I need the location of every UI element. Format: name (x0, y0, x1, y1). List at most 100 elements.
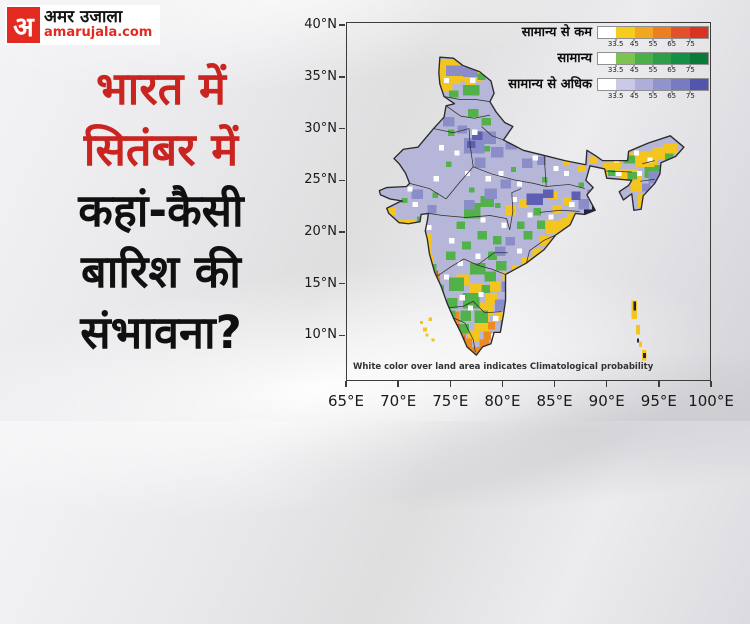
legend-tick-mark (633, 65, 635, 67)
lon-axis-label: 80°E (484, 392, 521, 410)
legend-tick-mark (671, 39, 673, 41)
lat-axis-label: 40°N (304, 17, 337, 33)
map-legend: सामान्य से कम 33.5 45 55 65 75 सामान्य 33.5 45 55… (498, 26, 709, 104)
lat-axis-tick (339, 334, 345, 337)
legend-tick-mark (652, 39, 654, 41)
legend-color-segment (634, 79, 653, 90)
legend-colorbar: 33.5 45 55 65 75 (597, 52, 709, 74)
legend-tick-mark (689, 91, 691, 93)
legend-tick-value: 33.5 (607, 92, 624, 100)
headline-line: भारत में (96, 62, 226, 115)
lon-axis-tick (449, 381, 452, 387)
lon-axis-tick (345, 381, 347, 387)
brand-name: अमर उजाला (44, 7, 123, 28)
legend-row: सामान्य से कम 33.5 45 55 65 75 (498, 25, 709, 48)
legend-color-segment (598, 79, 617, 90)
legend-color-segment (652, 79, 672, 90)
logo-text: अमर उजाला amarujala.com (44, 7, 158, 43)
headline-line: बारिश की (81, 245, 241, 298)
lat-axis-label: 30°N (304, 120, 337, 136)
legend-tick-value: 45 (629, 66, 639, 74)
lon-axis-tick (553, 381, 556, 387)
legend-tick-value: 65 (667, 66, 677, 74)
legend-tick-value: 33.5 (607, 40, 624, 48)
legend-tick-value: 55 (648, 92, 658, 100)
headline-line: कहां-कैसी (78, 184, 244, 237)
lat-axis-tick (339, 76, 345, 78)
legend-tick-value: 45 (629, 40, 639, 48)
legend-tick-value: 65 (667, 40, 677, 48)
legend-color-segment (652, 53, 672, 64)
legend-color-segment (652, 27, 672, 38)
lat-axis-label: 25°N (304, 172, 337, 188)
legend-tick-mark (689, 65, 691, 67)
legend-color-segment (616, 27, 635, 38)
legend-tick-value: 75 (685, 92, 695, 100)
india-map-svg (378, 56, 685, 361)
legend-colorbar: 33.5 45 55 65 75 (597, 26, 709, 48)
legend-tick-value: 75 (685, 66, 695, 74)
lon-axis-tick (397, 381, 399, 387)
amar-ujala-logo: अ अमर उजाला amarujala.com (5, 5, 161, 45)
lon-axis-tick (710, 381, 712, 387)
legend-color-segment (671, 79, 690, 90)
lon-axis-label: 100°E (688, 392, 734, 410)
headline-line: सितंबर में (83, 123, 239, 176)
lon-axis-tick (605, 381, 608, 387)
legend-color-segment (689, 53, 708, 64)
legend-tick-mark (633, 39, 635, 41)
legend-color-segment (598, 27, 617, 38)
lon-axis-label: 75°E (432, 392, 469, 410)
legend-tick-value: 45 (629, 92, 639, 100)
legend-color-segment (616, 53, 635, 64)
legend-tick-mark (652, 91, 654, 93)
legend-ticks: 33.5 45 55 65 75 (597, 65, 709, 74)
headline-line: संभावना? (80, 306, 242, 359)
lat-axis-label: 15°N (304, 275, 337, 291)
lon-axis-label: 90°E (588, 392, 625, 410)
legend-tick-mark (633, 91, 635, 93)
lat-axis-tick (339, 127, 345, 130)
legend-color-segment (671, 53, 690, 64)
legend-color-segment (689, 27, 708, 38)
legend-color-segment (634, 53, 653, 64)
legend-tick-value: 65 (667, 92, 677, 100)
lon-axis-label: 85°E (536, 392, 573, 410)
brand-domain: amarujala.com (44, 25, 153, 41)
map-note: White color over land area indicates Cli… (353, 362, 654, 372)
lon-axis-label: 70°E (380, 392, 417, 410)
legend-color-segment (671, 27, 690, 38)
map-frame (346, 22, 711, 381)
legend-tick-mark (671, 91, 673, 93)
legend-row: सामान्य 33.5 45 55 65 75 (498, 51, 709, 74)
lat-axis-label: 10°N (304, 327, 337, 343)
legend-tick-mark (671, 65, 673, 67)
legend-color-segment (616, 79, 635, 90)
lon-axis-tick (658, 381, 660, 387)
legend-tick-mark (615, 91, 617, 93)
legend-label: सामान्य से कम (521, 25, 592, 40)
legend-tick-mark (689, 39, 691, 41)
legend-color-segment (598, 53, 617, 64)
legend-color-segment (634, 27, 653, 38)
lon-axis-label: 95°E (640, 392, 677, 410)
logo-monogram-icon: अ (7, 7, 40, 43)
legend-row: सामान्य से अधिक 33.5 45 55 65 75 (498, 77, 709, 100)
lat-axis-tick (339, 231, 345, 233)
legend-ticks: 33.5 45 55 65 75 (597, 91, 709, 100)
lat-axis-tick (339, 282, 345, 285)
lat-axis-tick (339, 24, 345, 26)
legend-label: सामान्य से अधिक (508, 77, 592, 92)
legend-tick-mark (652, 65, 654, 67)
lon-axis-label: 65°E (327, 392, 365, 410)
headline: भारत में सितंबर में कहां-कैसी बारिश की संभाव… (0, 58, 322, 363)
legend-tick-value: 55 (648, 40, 658, 48)
legend-tick-mark (615, 65, 617, 67)
legend-colorbar: 33.5 45 55 65 75 (597, 78, 709, 100)
legend-tick-value: 55 (648, 66, 658, 74)
legend-tick-mark (615, 39, 617, 41)
lon-axis-tick (501, 381, 504, 387)
legend-tick-value: 75 (685, 40, 695, 48)
legend-label: सामान्य (557, 51, 592, 66)
